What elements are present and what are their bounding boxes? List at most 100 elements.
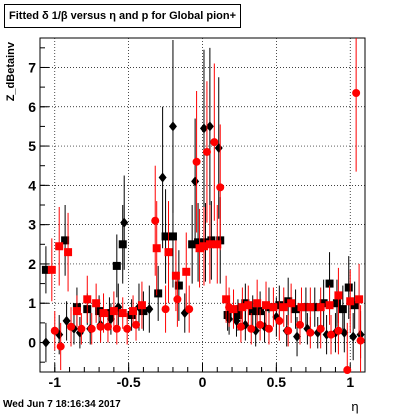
data-point-square bbox=[297, 303, 306, 312]
data-point-diamond bbox=[158, 172, 167, 183]
data-point-circle bbox=[256, 320, 265, 329]
x-tick-label: -0.5 bbox=[117, 374, 141, 390]
data-point-square bbox=[152, 244, 161, 253]
data-point-circle bbox=[264, 324, 273, 333]
data-point-square bbox=[129, 307, 138, 316]
x-axis-label: η bbox=[351, 399, 358, 414]
data-point-circle bbox=[173, 295, 182, 304]
x-tick-label: 0.5 bbox=[267, 374, 287, 390]
data-point-square bbox=[233, 311, 242, 320]
data-point-diamond bbox=[145, 304, 154, 315]
data-point-square bbox=[344, 283, 353, 292]
data-point-square bbox=[194, 238, 203, 247]
data-point-circle bbox=[334, 326, 343, 335]
data-point-square bbox=[164, 248, 173, 257]
data-point-circle bbox=[306, 328, 315, 337]
data-point-square bbox=[171, 271, 180, 280]
data-point-square bbox=[92, 299, 101, 308]
data-point-square bbox=[350, 301, 359, 310]
data-point-square bbox=[355, 295, 364, 304]
x-tick-label: 0 bbox=[199, 374, 207, 390]
data-point-diamond bbox=[293, 331, 302, 342]
data-point-circle bbox=[77, 324, 86, 333]
plot-frame bbox=[39, 37, 366, 373]
data-point-circle bbox=[192, 157, 201, 166]
y-axis-label: Z_dBetainv bbox=[5, 41, 17, 101]
data-point-square bbox=[55, 242, 64, 251]
data-point-square bbox=[244, 301, 253, 310]
data-point-square bbox=[269, 303, 278, 312]
data-point-square bbox=[253, 299, 262, 308]
data-point-circle bbox=[132, 320, 141, 329]
data-point-circle bbox=[161, 305, 170, 314]
data-point-square bbox=[316, 303, 325, 312]
x-tick-label: 1 bbox=[346, 374, 354, 390]
data-point-circle bbox=[67, 322, 76, 331]
data-point-square bbox=[109, 307, 118, 316]
data-point-circle bbox=[50, 326, 59, 335]
data-point-circle bbox=[356, 336, 365, 345]
data-point-square bbox=[41, 265, 50, 274]
data-point-circle bbox=[202, 147, 211, 156]
data-point-square bbox=[310, 303, 319, 312]
data-point-circle bbox=[316, 324, 325, 333]
data-point-square bbox=[99, 309, 108, 318]
data-point-square bbox=[139, 307, 148, 316]
timestamp: Wed Jun 7 18:16:34 2017 bbox=[3, 399, 121, 410]
data-point-circle bbox=[210, 138, 219, 147]
data-point-circle bbox=[236, 322, 245, 331]
y-tick-label: 0 bbox=[28, 335, 36, 351]
data-point-circle bbox=[296, 320, 304, 329]
y-tick-label: 5 bbox=[28, 138, 36, 154]
data-point-diamond bbox=[214, 143, 223, 154]
data-point-circle bbox=[185, 305, 194, 314]
data-point-circle bbox=[247, 324, 256, 333]
data-point-square bbox=[61, 236, 70, 245]
data-point-square bbox=[64, 248, 73, 257]
data-point-diamond bbox=[191, 176, 200, 187]
data-point-square bbox=[238, 303, 247, 312]
data-point-circle bbox=[56, 342, 65, 351]
data-point-diamond bbox=[168, 121, 177, 132]
data-point-square bbox=[205, 240, 214, 249]
data-point-square bbox=[83, 295, 92, 304]
data-point-square bbox=[325, 301, 334, 310]
data-point-square bbox=[199, 242, 208, 251]
data-point-square bbox=[105, 309, 114, 318]
data-point-square bbox=[248, 307, 257, 316]
data-point-circle bbox=[275, 316, 284, 325]
data-point-square bbox=[291, 305, 300, 314]
x-tick-label: -1 bbox=[49, 374, 62, 390]
data-point-diamond bbox=[120, 217, 129, 228]
data-point-circle bbox=[112, 324, 121, 333]
data-point-square bbox=[168, 232, 177, 241]
data-point-square bbox=[182, 267, 191, 276]
data-point-square bbox=[306, 303, 315, 312]
data-point-square bbox=[279, 303, 288, 312]
data-point-square bbox=[95, 307, 104, 316]
data-point-diamond bbox=[232, 315, 241, 326]
y-tick-label: 3 bbox=[28, 217, 36, 233]
data-point-square bbox=[118, 240, 127, 249]
data-point-circle bbox=[123, 324, 132, 333]
data-point-square bbox=[332, 299, 341, 308]
data-point-square bbox=[174, 281, 183, 290]
data-point-square bbox=[222, 295, 231, 304]
data-point-square bbox=[229, 305, 238, 314]
data-point-circle bbox=[216, 183, 225, 192]
data-point-diamond bbox=[199, 123, 208, 134]
data-point-square bbox=[112, 261, 121, 270]
data-point-square bbox=[161, 232, 170, 241]
y-tick-label: 2 bbox=[28, 256, 36, 272]
data-point-square bbox=[47, 265, 56, 274]
data-point-diamond bbox=[205, 121, 214, 132]
data-point-square bbox=[213, 240, 222, 249]
data-point-square bbox=[262, 301, 271, 310]
data-point-circle bbox=[96, 322, 105, 331]
data-point-square bbox=[195, 244, 204, 253]
data-point-diamond bbox=[62, 315, 71, 326]
y-tick-label: 7 bbox=[28, 59, 36, 75]
y-tick-label: 6 bbox=[28, 99, 36, 115]
data-point-circle bbox=[103, 322, 112, 331]
